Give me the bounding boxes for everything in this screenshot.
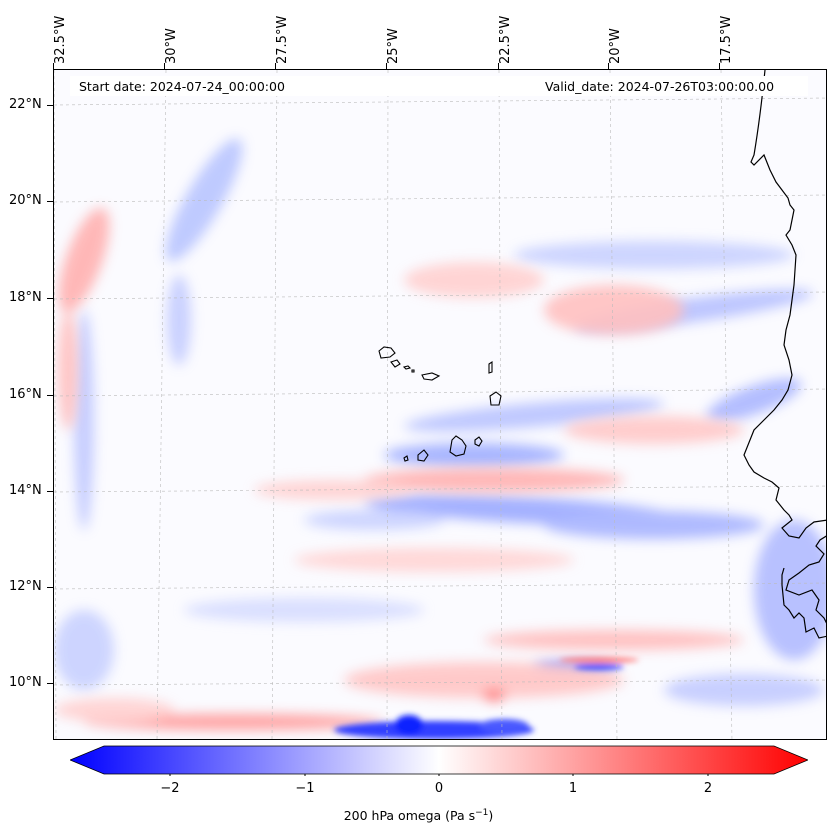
- lon-tick: [164, 63, 165, 69]
- lat-label-20n: 20°N: [9, 193, 42, 208]
- colorbar-tick-neg2: −2: [160, 781, 180, 796]
- lon-label-25w: 25°W: [386, 28, 401, 64]
- lon-label-27-5w: 27.5°W: [275, 15, 290, 64]
- lat-tick: [47, 683, 53, 684]
- field-background: [54, 70, 826, 739]
- colorbar-tick-2: 2: [703, 781, 713, 796]
- lat-tick: [47, 298, 53, 299]
- lon-label-30w: 30°W: [164, 28, 179, 64]
- colorbar-body: [70, 745, 808, 775]
- lon-tick: [498, 63, 499, 69]
- lon-tick: [53, 63, 54, 69]
- lon-label-32-5w: 32.5°W: [53, 15, 68, 64]
- start-date-label: Start date: 2024-07-24_00:00:00: [79, 79, 285, 94]
- lon-label-20w: 20°W: [608, 28, 623, 64]
- colorbar: [70, 745, 808, 776]
- lon-tick: [275, 63, 276, 69]
- lon-tick: [608, 63, 609, 69]
- negative-omega-areas: [54, 138, 826, 706]
- colorbar-label-end: ): [488, 808, 494, 824]
- colorbar-label-main: 200 hPa omega (Pa s: [343, 808, 476, 824]
- colorbar-tick-1: 1: [568, 781, 578, 796]
- lat-tick: [47, 395, 53, 396]
- lat-label-16n: 16°N: [9, 387, 42, 402]
- west-africa-coastline: [743, 70, 826, 639]
- lon-label-22-5w: 22.5°W: [498, 15, 513, 64]
- lat-tick: [47, 105, 53, 106]
- colorbar-label: 200 hPa omega (Pa s−1): [0, 808, 837, 823]
- lat-label-12n: 12°N: [9, 579, 42, 594]
- strong-omega-band: [334, 657, 639, 739]
- lon-tick: [719, 63, 720, 69]
- colorbar-ticks: [169, 774, 709, 776]
- omega-field-map: [54, 70, 826, 739]
- colorbar-tick-0: 0: [434, 781, 444, 796]
- map-panel[interactable]: [53, 69, 827, 740]
- lat-tick: [47, 491, 53, 492]
- lat-label-18n: 18°N: [9, 290, 42, 305]
- lon-tick: [386, 63, 387, 69]
- colorbar-tick-neg1: −1: [295, 781, 315, 796]
- cape-verde-islands: [378, 346, 502, 462]
- lat-label-22n: 22°N: [9, 97, 42, 112]
- lon-label-17-5w: 17.5°W: [719, 15, 734, 64]
- lat-tick: [47, 587, 53, 588]
- date-header-strip: [70, 76, 808, 96]
- valid-date-label: Valid_date: 2024-07-26T03:00:00.00: [545, 79, 775, 94]
- lat-tick: [47, 201, 53, 202]
- colorbar-label-sup: −1: [475, 808, 489, 818]
- positive-omega-areas: [54, 207, 744, 730]
- lat-label-14n: 14°N: [9, 483, 42, 498]
- lat-label-10n: 10°N: [9, 675, 42, 690]
- gridlines: [54, 70, 826, 739]
